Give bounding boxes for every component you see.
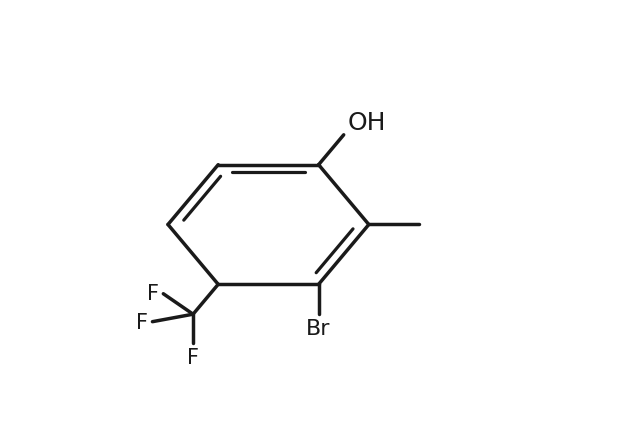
Text: OH: OH xyxy=(347,111,386,135)
Text: F: F xyxy=(147,283,159,303)
Text: F: F xyxy=(187,347,199,367)
Text: Br: Br xyxy=(307,318,331,338)
Text: F: F xyxy=(136,312,147,332)
